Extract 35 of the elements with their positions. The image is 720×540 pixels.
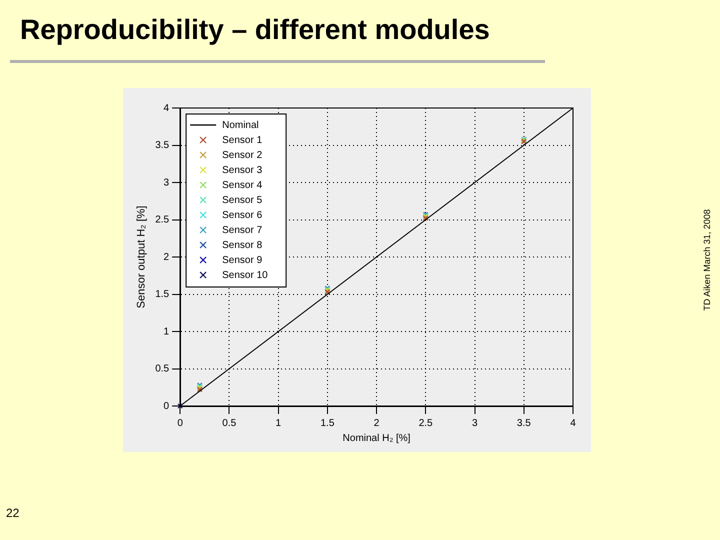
y-tick-label: 1.5 bbox=[155, 289, 170, 300]
y-tick-label: 2.5 bbox=[155, 214, 170, 226]
legend-label: Sensor 7 bbox=[222, 224, 263, 236]
legend-label: Sensor 1 bbox=[222, 134, 263, 146]
x-tick-label: 2.5 bbox=[418, 418, 434, 429]
y-tick-label: 0 bbox=[164, 400, 170, 412]
legend-label: Sensor 8 bbox=[222, 240, 263, 251]
x-tick-label: 3.5 bbox=[516, 418, 532, 429]
x-tick-label: 1 bbox=[276, 418, 282, 429]
y-tick-label: 3 bbox=[164, 177, 170, 188]
x-tick-label: 1.5 bbox=[320, 418, 335, 429]
x-tick-label: 2 bbox=[374, 418, 380, 429]
y-axis-title: Sensor output H₂ [%] bbox=[136, 206, 148, 308]
x-axis-title: Nominal H₂ [%] bbox=[342, 432, 411, 444]
y-tick-label: 1 bbox=[164, 326, 170, 338]
legend-label: Sensor 4 bbox=[222, 180, 263, 191]
legend-label: Sensor 5 bbox=[222, 194, 263, 206]
x-tick-label: 3 bbox=[472, 418, 478, 429]
legend-label: Nominal bbox=[222, 120, 259, 131]
legend-label: Sensor 10 bbox=[222, 270, 268, 281]
point bbox=[177, 403, 183, 409]
chart-title: Reproducibility – different modules bbox=[20, 14, 490, 46]
legend-label: Sensor 9 bbox=[222, 254, 263, 266]
y-tick-label: 4 bbox=[164, 102, 170, 114]
y-tick-label: 3.5 bbox=[155, 140, 170, 151]
text: 22 bbox=[6, 506, 20, 520]
legend-label: Sensor 3 bbox=[222, 164, 263, 176]
y-tick-label: 0.5 bbox=[155, 364, 170, 374]
x-tick-label: 0.5 bbox=[222, 418, 237, 429]
legend-label: Sensor 2 bbox=[222, 150, 263, 161]
text: TD Aiken March 31, 2008 bbox=[702, 209, 712, 311]
x-tick-label: 4 bbox=[570, 418, 576, 429]
legend-label: Sensor 6 bbox=[222, 210, 263, 221]
y-tick-label: 2 bbox=[164, 252, 170, 263]
x-tick-label: 0 bbox=[177, 418, 184, 429]
